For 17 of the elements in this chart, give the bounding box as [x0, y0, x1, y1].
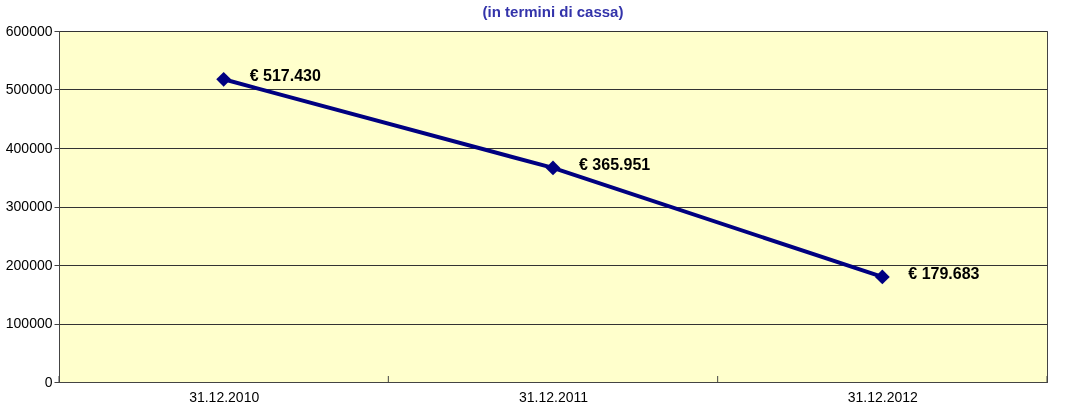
x-tick-label: 31.12.2012 [847, 388, 919, 405]
y-tick-label: 300000 [5, 198, 53, 214]
x-tick-label: 31.12.2010 [189, 388, 260, 405]
y-tick-label: 100000 [5, 315, 53, 331]
y-tick-label: 600000 [5, 22, 53, 39]
point [874, 269, 890, 285]
data-label: € 179.683 [908, 264, 980, 282]
data-label: € 365.951 [579, 155, 651, 173]
y-tick-label: 500000 [5, 81, 53, 97]
point [216, 71, 232, 87]
y-tick-label: 0 [44, 373, 53, 390]
y-tick-label: 400000 [5, 139, 53, 156]
chart-title: (in termini di cassa) [482, 3, 624, 20]
point [545, 160, 561, 176]
y-tick-label: 200000 [5, 256, 53, 273]
data-label: € 517.430 [249, 67, 321, 85]
x-tick-label: 31.12.2011 [518, 388, 589, 405]
